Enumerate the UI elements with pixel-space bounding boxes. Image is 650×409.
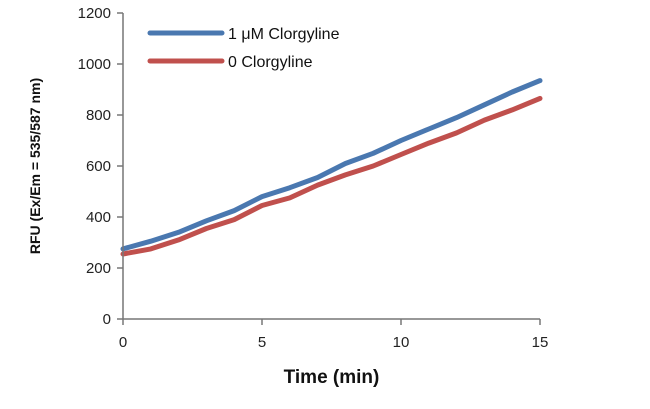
- legend-label: 1 μM Clorgyline: [228, 26, 340, 43]
- x-tick-label: 0: [119, 334, 127, 351]
- x-tick-label: 15: [532, 334, 549, 351]
- y-tick-label: 200: [86, 260, 111, 277]
- legend: 1 μM Clorgyline 0 Clorgyline: [147, 26, 340, 71]
- y-tick-label: 800: [86, 107, 111, 124]
- y-tick-label: 0: [103, 311, 111, 328]
- series-line-1: [120, 95, 543, 257]
- y-tick-label: 1200: [78, 5, 111, 22]
- series-line-0: [120, 78, 543, 252]
- plot-area: [120, 78, 543, 257]
- x-tick-label: 5: [258, 334, 266, 351]
- legend-label: 0 Clorgyline: [228, 54, 313, 71]
- y-tick-label: 600: [86, 158, 111, 175]
- ticks: 0 200 400 600 800 1000 1200 0 5 10 15: [78, 5, 549, 351]
- y-axis-title: RFU (Ex/Em = 535/587 nm): [27, 78, 43, 254]
- y-tick-label: 1000: [78, 56, 111, 73]
- x-axis-title: Time (min): [284, 367, 380, 388]
- x-tick-label: 10: [393, 334, 410, 351]
- y-tick-label: 400: [86, 209, 111, 226]
